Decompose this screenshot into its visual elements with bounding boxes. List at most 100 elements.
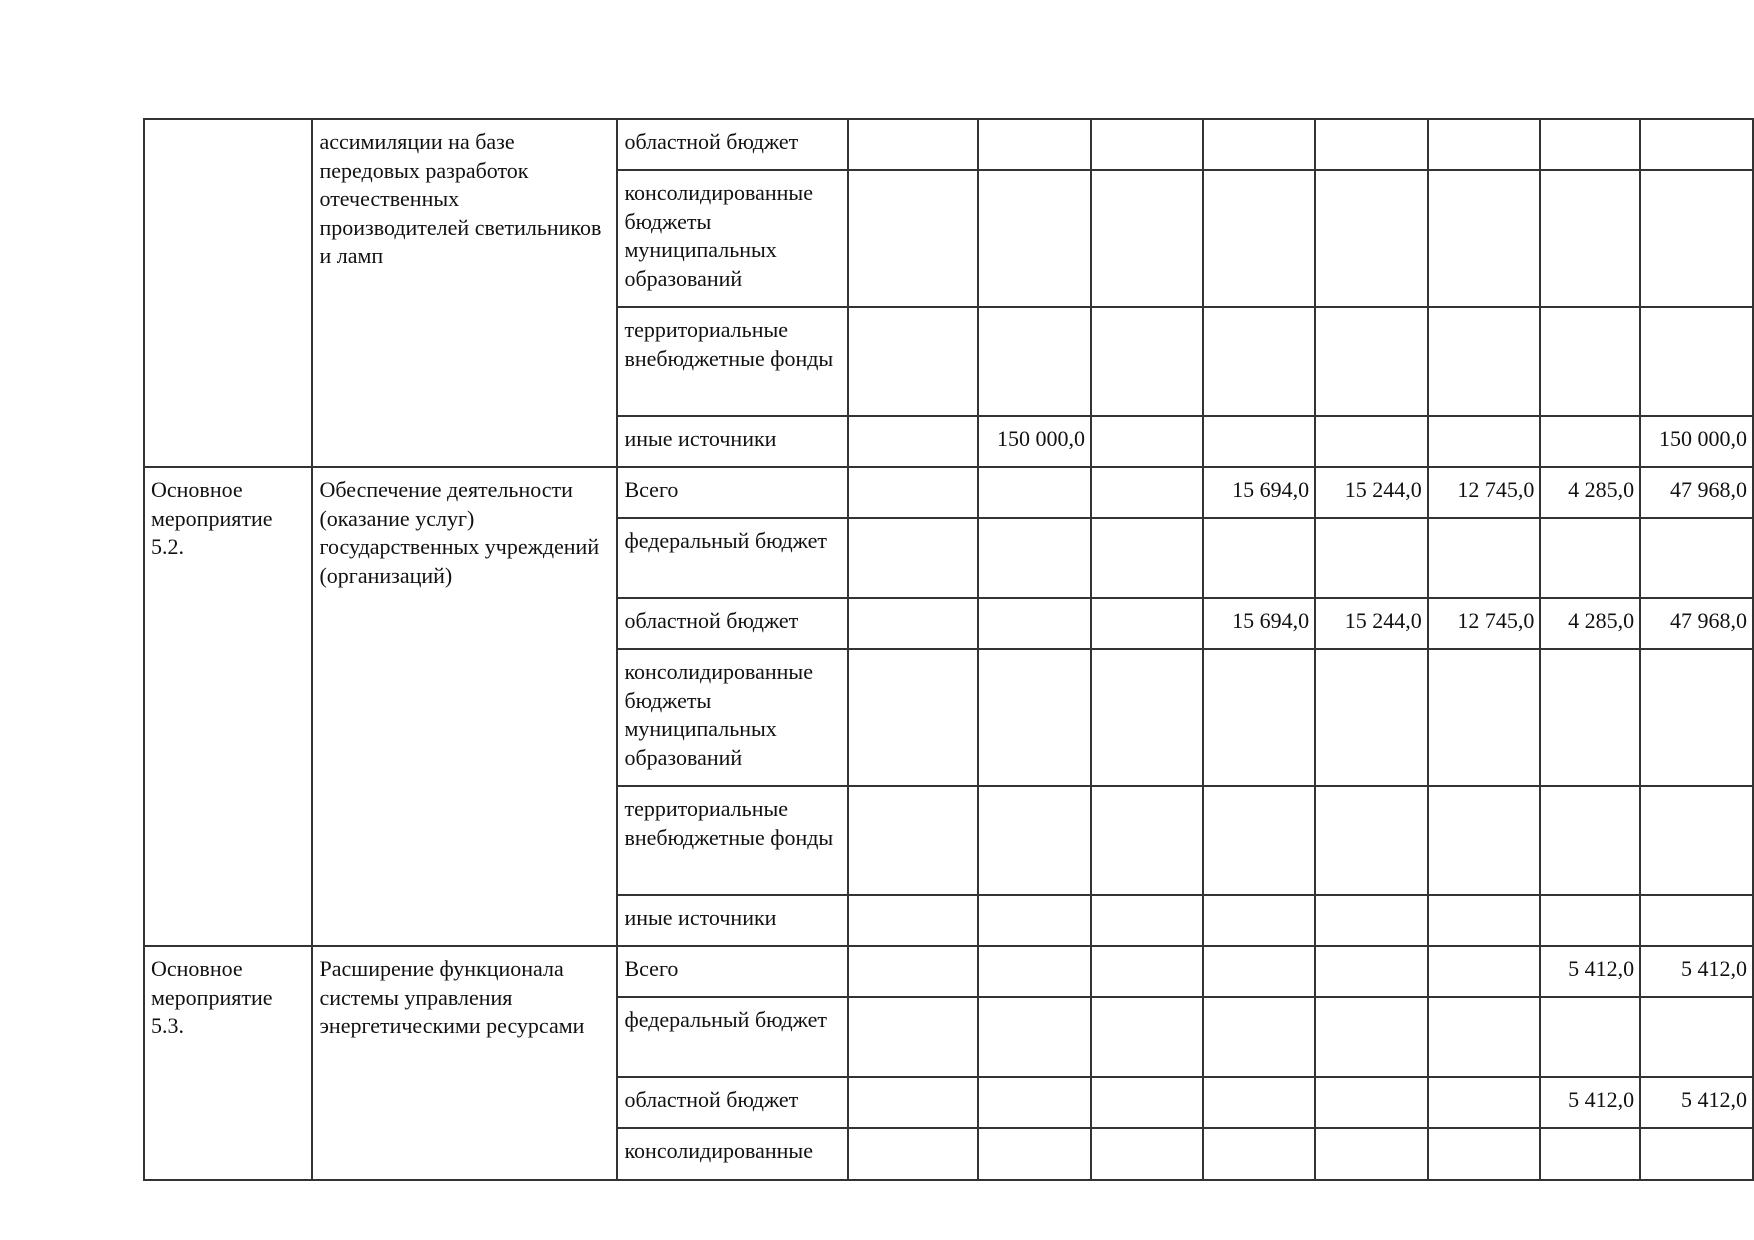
funding-source-cell: иные источники <box>616 894 850 947</box>
amount-cell <box>1090 517 1204 599</box>
funding-source-cell: территориальные внебюджетные фонды <box>616 785 850 896</box>
amount-cell <box>1639 894 1754 947</box>
amount-cell <box>847 648 980 787</box>
activity-code-cell <box>142 118 314 468</box>
amount-cell: 4 285,0 <box>1539 466 1642 519</box>
amount-cell <box>847 306 980 417</box>
amount-cell <box>977 517 1093 599</box>
amount-cell: 5 412,0 <box>1639 945 1754 998</box>
amount-cell <box>1090 894 1204 947</box>
table-row: консолидированные <box>144 1127 1754 1181</box>
amount-cell: 15 244,0 <box>1314 597 1429 650</box>
amount-cell <box>1201 306 1317 417</box>
amount-cell <box>1090 1127 1204 1181</box>
amount-cell <box>1539 118 1642 171</box>
funding-source-cell: Всего <box>616 466 850 519</box>
amount-cell <box>1426 169 1542 308</box>
amount-cell <box>1201 894 1317 947</box>
amount-cell <box>847 118 980 171</box>
amount-cell <box>1426 894 1542 947</box>
amount-cell: 4 285,0 <box>1539 597 1642 650</box>
table-row: территориальные внебюджетные фонды <box>144 785 1754 896</box>
table-row: Основное мероприятие 5.3. Расширение функ… <box>142 945 1754 1181</box>
amount-cell <box>1539 306 1642 417</box>
amount-cell <box>1426 1076 1542 1129</box>
table-row: иные источники 150 000,0 150 000,0 <box>144 415 1754 468</box>
amount-cell <box>1090 945 1204 998</box>
funding-source-cell: консолидированные бюджеты муниципальных … <box>616 648 850 787</box>
amount-cell <box>977 945 1093 998</box>
amount-cell <box>1314 415 1429 468</box>
amount-cell <box>847 785 980 896</box>
amount-cell <box>1426 118 1542 171</box>
amount-cell: 150 000,0 <box>1639 415 1754 468</box>
amount-cell <box>847 1076 980 1129</box>
amount-cell <box>1090 785 1204 896</box>
amount-cell <box>1201 1127 1317 1181</box>
amount-cell <box>1201 648 1317 787</box>
amount-cell <box>1090 597 1204 650</box>
amount-cell <box>847 996 980 1078</box>
amount-cell <box>1539 785 1642 896</box>
amount-cell <box>1314 785 1429 896</box>
funding-source-cell: территориальные внебюджетные фонды <box>616 306 850 417</box>
amount-cell <box>1426 996 1542 1078</box>
funding-table: ассимиляции на базе передовых разработок… <box>142 118 1754 1181</box>
amount-cell <box>1201 945 1317 998</box>
funding-source-cell: иные источники <box>616 415 850 468</box>
table-row: консолидированные бюджеты муниципальных … <box>144 169 1754 308</box>
amount-cell <box>847 517 980 599</box>
amount-cell <box>977 306 1093 417</box>
amount-cell <box>1639 648 1754 787</box>
amount-cell <box>1314 945 1429 998</box>
table-row: федеральный бюджет <box>144 517 1754 599</box>
table-row: консолидированные бюджеты муниципальных … <box>144 648 1754 787</box>
amount-cell <box>1201 996 1317 1078</box>
amount-cell <box>1639 996 1754 1078</box>
amount-cell <box>977 466 1093 519</box>
amount-cell <box>847 1127 980 1181</box>
activity-name-cell: Расширение функционала системы управлени… <box>311 945 619 1181</box>
amount-cell <box>847 466 980 519</box>
table-row: областной бюджет 15 694,0 15 244,0 12 745,0… <box>144 597 1754 650</box>
amount-cell <box>847 597 980 650</box>
table-row: ассимиляции на базе передовых разработок… <box>142 118 1754 468</box>
funding-source-cell: областной бюджет <box>616 1076 850 1129</box>
amount-cell: 15 694,0 <box>1201 466 1317 519</box>
amount-cell <box>977 648 1093 787</box>
amount-cell <box>977 597 1093 650</box>
amount-cell: 15 694,0 <box>1201 597 1317 650</box>
activity-code-cell: Основное мероприятие 5.2. <box>142 466 314 947</box>
amount-cell <box>1090 118 1204 171</box>
amount-cell <box>1639 306 1754 417</box>
amount-cell <box>1201 118 1317 171</box>
table-row: федеральный бюджет <box>144 996 1754 1078</box>
funding-source-cell: областной бюджет <box>616 597 850 650</box>
table-row: областной бюджет 5 412,0 5 412,0 <box>144 1076 1754 1129</box>
funding-source-cell: консолидированные бюджеты муниципальных … <box>616 169 850 308</box>
amount-cell <box>1639 169 1754 308</box>
funding-source-cell: Всего <box>616 945 850 998</box>
amount-cell <box>1090 466 1204 519</box>
amount-cell <box>1539 648 1642 787</box>
amount-cell <box>1426 415 1542 468</box>
table-row: Основное мероприятие 5.2. Обеспечение дея… <box>142 466 1754 947</box>
amount-cell: 5 412,0 <box>1639 1076 1754 1129</box>
amount-cell <box>977 785 1093 896</box>
funding-source-cell: консолидированные <box>616 1127 850 1181</box>
table-row: территориальные внебюджетные фонды <box>144 306 1754 417</box>
amount-cell <box>1314 517 1429 599</box>
amount-cell <box>1539 169 1642 308</box>
amount-cell <box>1426 517 1542 599</box>
amount-cell <box>1201 1076 1317 1129</box>
amount-cell: 12 745,0 <box>1426 597 1542 650</box>
amount-cell <box>1090 1076 1204 1129</box>
amount-cell: 47 968,0 <box>1639 597 1754 650</box>
amount-cell <box>1539 517 1642 599</box>
amount-cell <box>847 415 980 468</box>
amount-cell <box>1201 169 1317 308</box>
amount-cell <box>1090 415 1204 468</box>
amount-cell <box>977 169 1093 308</box>
amount-cell: 15 244,0 <box>1314 466 1429 519</box>
amount-cell <box>1314 306 1429 417</box>
